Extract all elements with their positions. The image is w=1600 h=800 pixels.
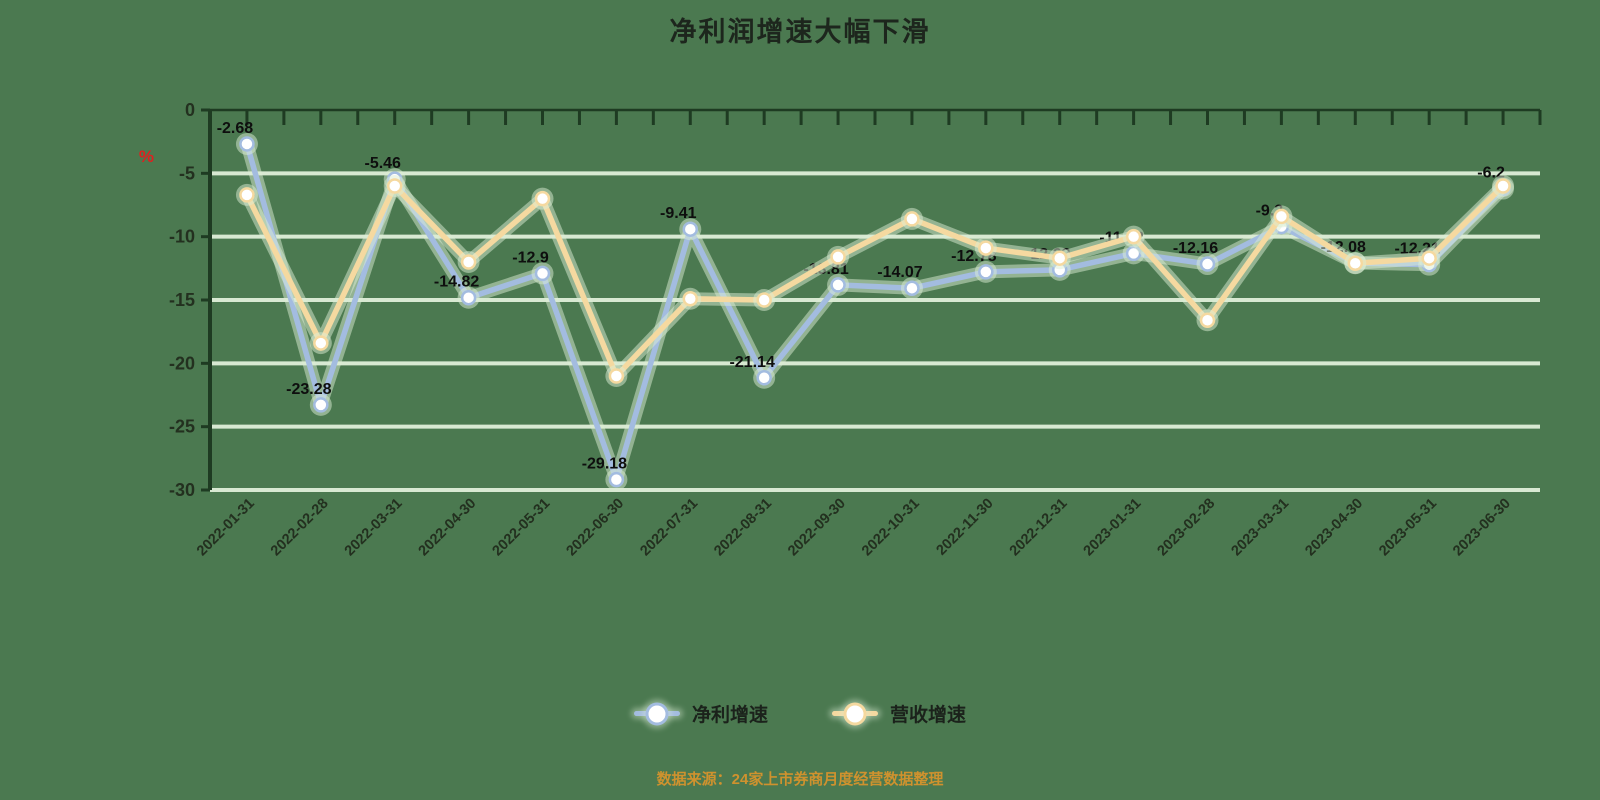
x-axis-tick-label: 2022-04-30	[416, 496, 480, 560]
line-chart: 0 -5 -10 -15 -20 -25 -30% 2022-01-31 2022-02-28 2…	[139, 100, 1542, 560]
legend-item-series2[interactable]: 营收增速	[832, 700, 966, 727]
data-point-marker[interactable]	[978, 240, 994, 256]
data-point-marker[interactable]	[239, 136, 255, 152]
y-axis-tick-label: -30	[169, 480, 195, 500]
data-point-marker[interactable]	[313, 335, 329, 351]
data-point-marker[interactable]	[830, 277, 846, 293]
data-point-marker[interactable]	[1347, 255, 1364, 272]
data-point-marker[interactable]	[608, 368, 625, 384]
data-point-marker[interactable]	[682, 221, 699, 237]
y-axis-tick-label: -15	[169, 290, 195, 310]
data-point-marker[interactable]	[1199, 312, 1216, 329]
data-point-marker[interactable]	[1495, 178, 1511, 194]
chart-canvas: 0-5-10-15-20-25-30%2022-01-31 2022-02-28 2…	[139, 100, 1542, 560]
x-axis-tick-label: 2022-12-31	[1007, 496, 1071, 560]
data-label: -5.46	[364, 155, 401, 172]
x-axis-tick-label: 2022-07-31	[637, 496, 701, 560]
x-axis-tick-label: 2022-11-30	[933, 496, 996, 559]
series-line-营收增速	[244, 183, 1506, 379]
data-point-marker[interactable]	[239, 187, 255, 203]
data-point-marker[interactable]	[904, 280, 920, 296]
x-axis-tick-label: 2022-09-30	[785, 496, 849, 560]
data-point-marker[interactable]	[460, 254, 477, 270]
data-point-marker[interactable]	[1125, 228, 1142, 245]
chart-legend: 净利增速 营收增速	[0, 700, 1600, 727]
data-label: -12.16	[1173, 240, 1218, 257]
data-point-marker[interactable]	[756, 370, 772, 386]
source-note: 数据来源：24家上市券商月度经营数据整理	[656, 771, 944, 788]
data-point-marker[interactable]	[1421, 250, 1437, 266]
x-axis-tick-label: 2022-05-31	[490, 496, 554, 560]
data-point-marker[interactable]	[1273, 208, 1290, 225]
legend-circle-marker-icon	[645, 702, 669, 725]
data-point-marker[interactable]	[1199, 256, 1216, 272]
data-point-marker[interactable]	[978, 264, 994, 280]
legend-label-series2: 营收增速	[890, 705, 967, 726]
series-line-净利增速	[244, 141, 1506, 483]
data-label: -9.41	[660, 205, 697, 222]
x-axis-tick-label: 2022-10-31	[859, 496, 923, 560]
data-label: -29.18	[582, 456, 627, 473]
y-axis-tick-label: -25	[169, 417, 195, 437]
data-point-marker[interactable]	[608, 471, 625, 488]
x-axis-tick-label: 2023-03-31	[1228, 496, 1292, 560]
data-label: -23.28	[286, 381, 331, 398]
y-axis-tick-label: -5	[179, 163, 195, 183]
x-axis-tick-label: 2023-05-31	[1376, 496, 1440, 560]
data-point-marker[interactable]	[830, 249, 846, 265]
data-point-marker[interactable]	[386, 178, 403, 194]
x-axis-tick-label: 2023-04-30	[1302, 496, 1366, 560]
x-axis-tick-label: 2022-03-31	[342, 496, 406, 560]
data-label: -21.14	[729, 354, 774, 371]
y-axis-tick-label: 0	[185, 100, 195, 120]
data-label: -14.82	[434, 274, 479, 291]
y-axis-unit: %	[139, 147, 154, 166]
data-label: -2.68	[217, 120, 254, 137]
data-label: -14.07	[877, 264, 922, 281]
data-point-marker[interactable]	[534, 190, 551, 207]
y-axis-tick-label: -10	[169, 227, 195, 247]
data-point-marker[interactable]	[682, 290, 699, 307]
data-point-marker[interactable]	[460, 289, 477, 306]
x-axis-tick-label: 2022-08-31	[711, 496, 775, 560]
x-axis-tick-label: 2023-02-28	[1155, 496, 1219, 560]
y-axis-tick-label: -20	[169, 353, 195, 373]
data-point-marker[interactable]	[1051, 250, 1068, 266]
x-axis-tick-label: 2023-06-30	[1450, 496, 1514, 560]
legend-line-marker-icon	[832, 702, 878, 725]
data-point-marker[interactable]	[756, 292, 772, 308]
legend-label-series1: 净利增速	[691, 705, 768, 726]
x-axis-tick-label: 2022-06-30	[563, 496, 627, 560]
legend-circle-marker-icon	[843, 702, 867, 725]
data-point-marker[interactable]	[313, 397, 329, 413]
x-axis-tick-label: 2022-01-31	[194, 496, 258, 560]
x-axis-tick-label: 2023-01-31	[1081, 496, 1145, 560]
series-glow	[240, 137, 1510, 487]
legend-item-series1[interactable]: 净利增速	[633, 700, 768, 727]
data-point-marker[interactable]	[534, 265, 551, 282]
chart-title: 净利润增速大幅下滑	[669, 17, 931, 47]
data-label: -12.9	[512, 249, 549, 266]
data-point-marker[interactable]	[904, 211, 920, 227]
x-axis-tick-label: 2022-02-28	[268, 496, 332, 560]
legend-line-marker-icon	[633, 702, 680, 725]
